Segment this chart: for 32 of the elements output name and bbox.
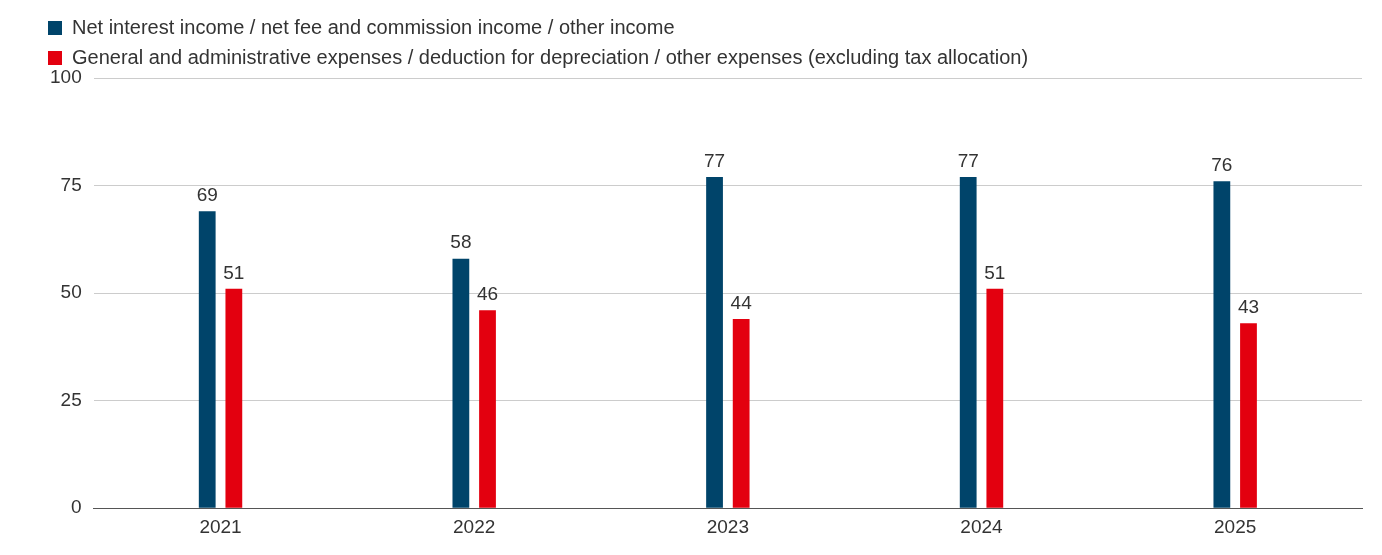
data-label: 46 bbox=[476, 283, 499, 305]
y-tick-label: 0 bbox=[71, 496, 82, 518]
x-tick-label: 2025 bbox=[1214, 515, 1257, 537]
data-label: 51 bbox=[223, 261, 245, 283]
y-tick-label: 25 bbox=[60, 388, 82, 410]
x-tick-label: 2024 bbox=[960, 515, 1004, 537]
x-tick-label: 2022 bbox=[453, 515, 496, 537]
bar bbox=[986, 288, 1004, 508]
bar bbox=[225, 288, 243, 508]
data-label: 43 bbox=[1237, 295, 1260, 317]
legend-label: General and administrative expenses / deduction for depreciation / other expenses (excluding tax allocation) bbox=[72, 45, 1029, 68]
bar bbox=[1240, 323, 1257, 508]
legend-label: Net interest income / net fee and commission income / other income bbox=[72, 15, 675, 38]
x-tick-label: 2021 bbox=[199, 515, 242, 537]
bar bbox=[959, 176, 977, 508]
y-tick-label: 50 bbox=[60, 281, 82, 303]
data-label: 69 bbox=[196, 184, 218, 206]
bar bbox=[198, 211, 216, 508]
bar bbox=[706, 176, 723, 508]
x-tick-label: 2023 bbox=[706, 515, 749, 537]
data-label: 51 bbox=[984, 261, 1006, 283]
data-label: 58 bbox=[450, 231, 472, 253]
bar bbox=[732, 318, 750, 508]
data-label: 77 bbox=[957, 149, 979, 171]
y-tick-label: 100 bbox=[50, 66, 82, 88]
data-label: 77 bbox=[703, 149, 726, 171]
bar bbox=[479, 310, 496, 508]
data-label: 76 bbox=[1211, 153, 1233, 175]
bar bbox=[452, 258, 470, 508]
data-label: 44 bbox=[730, 291, 753, 313]
y-tick-label: 75 bbox=[60, 173, 82, 195]
bar bbox=[1213, 181, 1231, 508]
